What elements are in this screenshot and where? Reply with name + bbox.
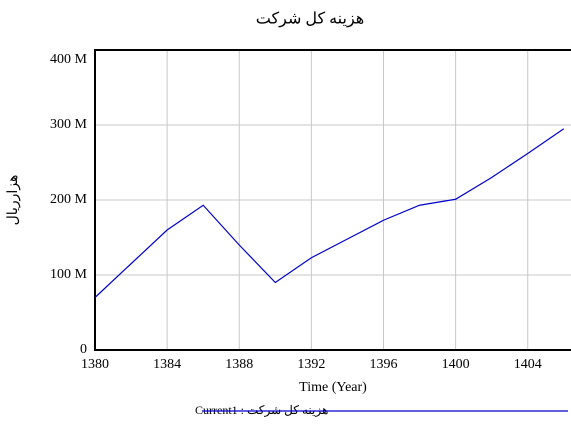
x-tick-label: 1404 bbox=[514, 357, 542, 372]
y-tick-label: 0 bbox=[80, 342, 87, 357]
legend-label: هزینه کل شرکت : Current1 bbox=[195, 403, 328, 417]
y-tick-label: 400 M bbox=[50, 52, 88, 67]
y-tick-label: 100 M bbox=[50, 267, 88, 282]
x-tick-label: 1396 bbox=[369, 357, 397, 372]
x-tick-label: 1380 bbox=[81, 357, 109, 372]
x-tick-label: 1388 bbox=[225, 357, 253, 372]
x-tick-label: 1400 bbox=[442, 357, 470, 372]
x-axis-label: Time (Year) bbox=[299, 380, 367, 395]
series-line bbox=[94, 128, 565, 298]
y-axis-label: هزارریال bbox=[6, 175, 21, 226]
x-tick-label: 1384 bbox=[153, 357, 181, 372]
x-tick-label: 1392 bbox=[297, 357, 325, 372]
plot-frame bbox=[94, 49, 571, 351]
chart-title: هزینه کل شرکت bbox=[256, 11, 364, 28]
y-tick-label: 200 M bbox=[50, 192, 88, 207]
y-tick-label: 300 M bbox=[50, 117, 88, 132]
